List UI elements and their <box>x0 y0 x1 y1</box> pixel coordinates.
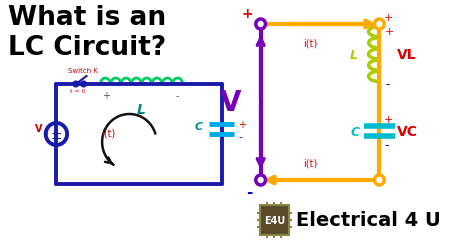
Text: +: + <box>102 91 110 101</box>
Circle shape <box>374 175 384 185</box>
Circle shape <box>374 20 384 30</box>
Text: E4U: E4U <box>264 215 285 225</box>
Text: +: + <box>385 27 394 37</box>
Text: Switch K: Switch K <box>68 68 98 74</box>
Text: ±: ± <box>51 128 62 141</box>
Text: V: V <box>35 123 43 134</box>
Circle shape <box>256 175 265 185</box>
Text: i(t): i(t) <box>303 158 318 167</box>
Text: -: - <box>385 78 390 91</box>
Text: L: L <box>137 103 146 116</box>
Text: L: L <box>350 48 358 61</box>
Text: -: - <box>384 138 389 151</box>
Text: -: - <box>246 184 253 199</box>
Text: +: + <box>241 7 253 21</box>
Text: LC Circuit?: LC Circuit? <box>8 35 166 61</box>
FancyBboxPatch shape <box>260 205 289 235</box>
Text: +: + <box>384 13 393 23</box>
Text: C: C <box>351 125 360 138</box>
Text: s: s <box>44 130 48 136</box>
Text: V: V <box>219 89 241 116</box>
Text: +: + <box>238 119 246 130</box>
Text: i(t): i(t) <box>303 38 318 48</box>
Text: -: - <box>238 132 242 141</box>
Text: What is an: What is an <box>8 5 166 31</box>
Text: VC: VC <box>397 124 418 138</box>
Text: C: C <box>194 121 202 132</box>
Text: VL: VL <box>397 48 417 62</box>
Text: t = 0: t = 0 <box>70 89 86 94</box>
Text: Electrical 4 U: Electrical 4 U <box>296 211 440 230</box>
Text: i(t): i(t) <box>101 128 115 137</box>
Circle shape <box>256 20 265 30</box>
Text: -: - <box>175 91 179 101</box>
Text: +: + <box>384 115 393 124</box>
